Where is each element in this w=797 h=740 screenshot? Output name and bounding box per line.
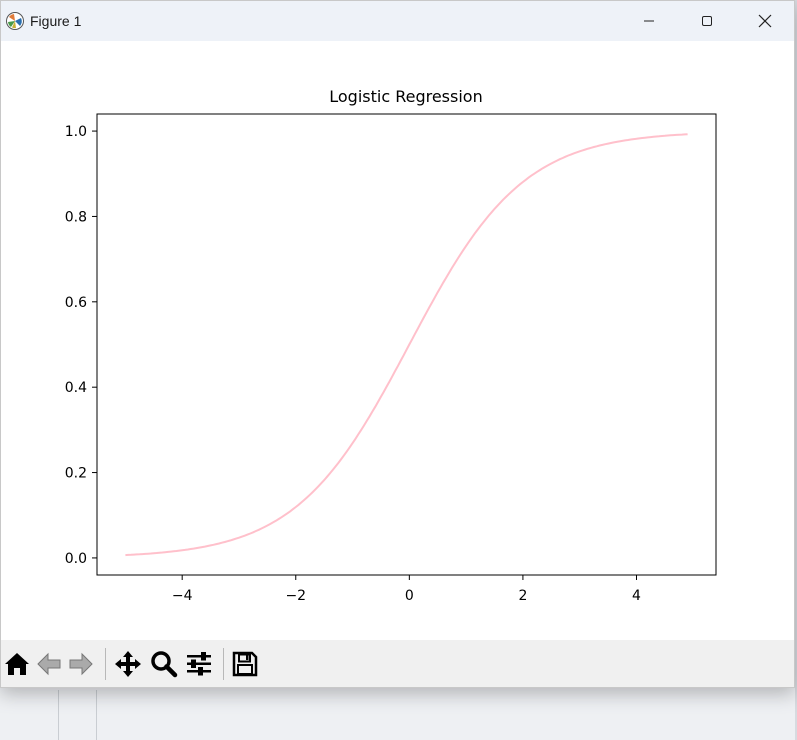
background-edge — [795, 0, 797, 740]
navigation-toolbar — [1, 640, 794, 687]
forward-arrow-icon — [69, 652, 93, 676]
background-divider — [58, 690, 59, 740]
home-button[interactable] — [1, 648, 33, 680]
close-icon — [758, 14, 772, 28]
axes-frame — [96, 113, 717, 576]
sigmoid-series-line — [125, 133, 688, 557]
y-tick-label: 0.6 — [65, 295, 87, 311]
save-button[interactable] — [229, 648, 261, 680]
chart: Logistic Regression −4 −2 0 2 4 0.0 0.2 0.4 0.6 0… — [65, 87, 717, 604]
minimize-icon — [644, 20, 654, 22]
x-tick-label: 0 — [405, 588, 414, 604]
minimize-button[interactable] — [626, 1, 672, 41]
zoom-button[interactable] — [148, 648, 180, 680]
zoom-icon — [151, 651, 178, 678]
x-tick-label: 2 — [518, 588, 527, 604]
window-title: Figure 1 — [30, 13, 82, 29]
y-tick-label: 0.0 — [65, 551, 87, 567]
matplotlib-logo-icon — [5, 11, 25, 31]
forward-button[interactable] — [65, 648, 97, 680]
y-tick-label: 0.4 — [65, 380, 87, 396]
background-divider — [96, 690, 97, 740]
figure-window: Figure 1 Logistic Regression −4 −2 0 2 4 0.0 0… — [0, 0, 795, 688]
maximize-icon — [702, 16, 712, 26]
toolbar-separator — [223, 648, 224, 680]
x-tick-label: −4 — [172, 588, 193, 604]
x-tick-label: 4 — [632, 588, 641, 604]
sliders-icon — [187, 652, 211, 676]
home-icon — [5, 653, 29, 675]
move-icon — [115, 651, 141, 677]
toolbar-separator — [105, 648, 106, 680]
y-tick-label: 0.8 — [65, 209, 87, 225]
y-tick-label: 1.0 — [65, 124, 87, 140]
chart-title: Logistic Regression — [329, 87, 482, 106]
back-button[interactable] — [33, 648, 65, 680]
x-tick-label: −2 — [285, 588, 306, 604]
maximize-button[interactable] — [684, 1, 730, 41]
y-tick-label: 0.2 — [65, 466, 87, 482]
title-bar[interactable]: Figure 1 — [1, 1, 794, 41]
configure-subplots-button[interactable] — [183, 648, 215, 680]
close-button[interactable] — [742, 1, 788, 41]
save-icon — [232, 651, 258, 677]
figure-canvas[interactable]: Logistic Regression −4 −2 0 2 4 0.0 0.2 0.4 0.6 0… — [1, 41, 794, 640]
back-arrow-icon — [37, 652, 61, 676]
pan-button[interactable] — [112, 648, 144, 680]
